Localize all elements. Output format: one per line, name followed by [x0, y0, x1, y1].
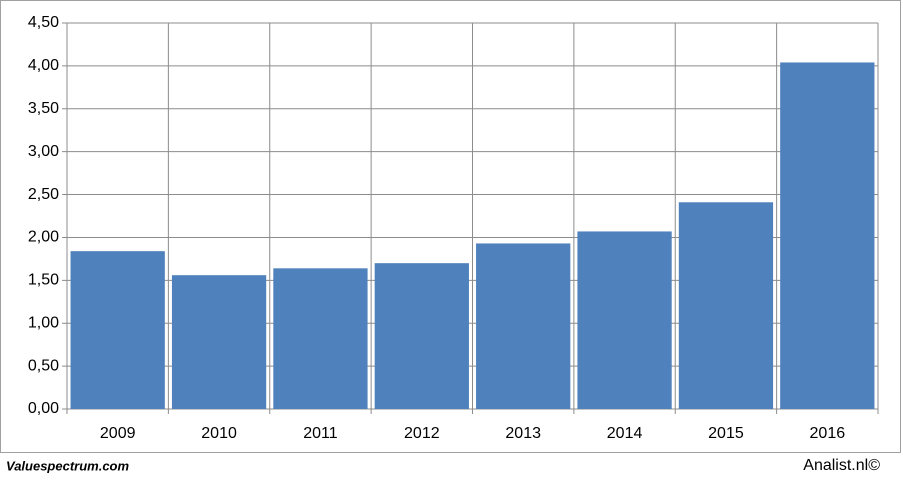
x-tick-label: 2009	[100, 425, 136, 442]
bar	[273, 268, 368, 409]
bar	[171, 275, 267, 409]
y-tick-label: 0,50	[28, 357, 59, 374]
y-tick-label: 2,50	[28, 186, 59, 203]
x-tick-label: 2014	[607, 425, 643, 442]
y-tick-label: 4,00	[28, 57, 59, 74]
y-tick-label: 3,00	[28, 143, 59, 160]
x-tick-label: 2010	[201, 425, 237, 442]
x-tick-label: 2015	[708, 425, 744, 442]
bar	[476, 243, 571, 409]
y-tick-label: 1,50	[28, 272, 59, 289]
bar	[780, 62, 875, 410]
x-tick-label: 2013	[505, 425, 541, 442]
y-tick-label: 1,00	[28, 314, 59, 331]
x-tick-label: 2012	[404, 425, 440, 442]
x-tick-label: 2011	[303, 425, 338, 442]
bar	[374, 263, 469, 409]
y-tick-label: 0,00	[28, 400, 59, 417]
bar	[678, 202, 774, 409]
x-tick-label: 2016	[810, 425, 846, 442]
y-tick-label: 3,50	[28, 100, 59, 117]
source-right: Analist.nl©	[803, 457, 880, 474]
y-tick-label: 4,50	[28, 14, 59, 31]
bar	[70, 251, 165, 409]
bar	[577, 231, 672, 409]
source-left: Valuespectrum.com	[6, 458, 130, 473]
y-tick-label: 2,00	[28, 229, 59, 246]
